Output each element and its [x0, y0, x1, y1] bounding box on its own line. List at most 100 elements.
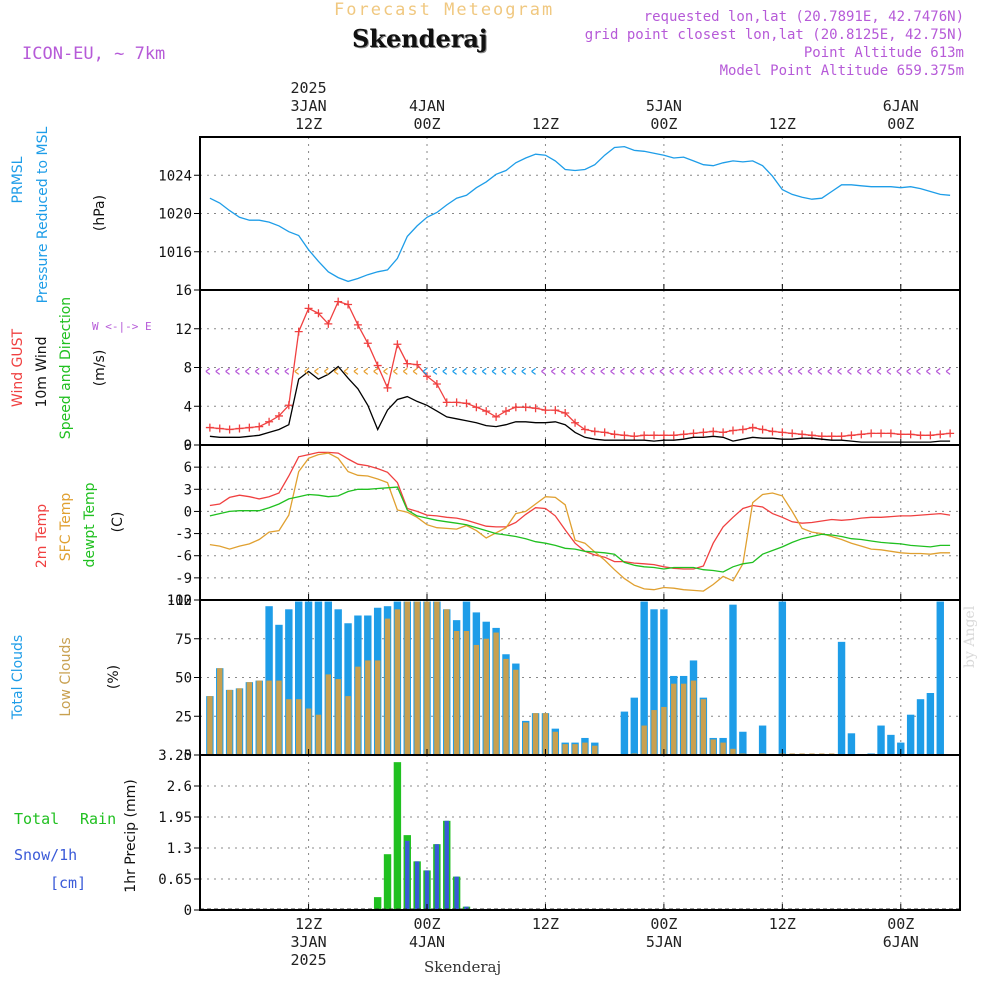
gust-point	[719, 428, 728, 437]
gust-point	[245, 423, 254, 432]
gust-point	[659, 431, 668, 440]
gust-point	[896, 430, 905, 439]
gust-point	[926, 431, 935, 440]
wind-direction-arrow	[787, 367, 793, 375]
gust-point	[561, 409, 570, 418]
gust-point	[669, 431, 678, 440]
wind-direction-arrow	[225, 367, 230, 375]
low-cloud-bar	[592, 745, 598, 755]
low-cloud-bar	[217, 668, 223, 755]
total-cloud-bar	[739, 731, 747, 755]
total-cloud-bar	[630, 697, 638, 755]
gust-point	[235, 424, 244, 433]
low-cloud-bar	[572, 744, 578, 755]
total-cloud-bar	[847, 733, 856, 755]
y-tick-label: 50	[175, 671, 192, 687]
snow-bar	[424, 870, 430, 910]
y-tick-label: 1024	[158, 168, 192, 184]
wind-direction-arrow	[560, 367, 566, 375]
wind-direction-arrow	[807, 367, 813, 375]
gust-point	[886, 429, 895, 438]
wind-direction-arrow	[659, 367, 665, 375]
wind-direction-arrow	[718, 367, 724, 375]
y-axis-label: 1hr Precip (mm)	[123, 779, 139, 892]
gust-point	[344, 300, 353, 309]
y-tick-label: -9	[175, 571, 192, 587]
low-cloud-bar	[552, 731, 559, 755]
gust-point	[452, 398, 461, 407]
total-cloud-bar	[295, 601, 303, 755]
wind-direction-arrow	[837, 367, 842, 375]
top-time-label: 4JAN	[409, 97, 445, 115]
y-axis-label: SFC Temp	[58, 493, 74, 562]
series-line	[209, 300, 951, 437]
y-tick-label: 3.25	[158, 748, 192, 764]
gust-point	[768, 427, 777, 436]
bottom-time-label: 4JAN	[409, 933, 445, 951]
low-cloud-bar	[710, 739, 716, 755]
gust-point	[867, 429, 876, 438]
snow-bar	[444, 820, 449, 910]
low-cloud-bar	[582, 742, 588, 755]
wind-direction-arrow	[590, 367, 596, 375]
top-time-label: 00Z	[887, 115, 914, 133]
wind-direction-arrow	[916, 367, 921, 375]
wind-direction-arrow	[304, 367, 309, 375]
gust-point	[531, 404, 540, 413]
low-cloud-bar	[690, 680, 697, 755]
wind-direction-arrow	[452, 367, 457, 375]
series-line	[209, 486, 951, 573]
y-axis-label: Low Clouds	[58, 637, 74, 716]
y-tick-label: 4	[184, 399, 192, 415]
gust-point	[482, 407, 491, 416]
y-axis-label: (%)	[106, 665, 122, 689]
wind-direction-arrow	[511, 367, 517, 375]
wind-direction-arrow	[797, 367, 803, 375]
gust-point	[324, 319, 333, 328]
total-cloud-bar	[778, 601, 787, 755]
low-cloud-bar	[483, 638, 489, 755]
requested-coords: requested lon,lat (20.7891E, 42.7476N)	[643, 9, 964, 25]
wind-direction-arrow	[412, 367, 418, 375]
gust-point	[571, 418, 580, 427]
top-time-label: 00Z	[413, 115, 440, 133]
bottom-time-label: 3JAN	[291, 933, 327, 951]
low-cloud-bar	[276, 680, 282, 755]
y-axis-label: Wind GUST	[10, 328, 26, 407]
gust-point	[709, 427, 718, 436]
wind-direction-arrow	[728, 367, 734, 375]
y-tick-label: 16	[175, 283, 192, 299]
low-cloud-bar	[315, 714, 322, 755]
wind-direction-arrow	[699, 367, 704, 375]
total-cloud-bar	[877, 725, 885, 755]
gust-point	[827, 432, 836, 441]
y-tick-label: -12	[167, 593, 192, 609]
gust-point	[847, 431, 856, 440]
gust-point	[432, 379, 441, 388]
wind-direction-arrow	[708, 367, 714, 375]
low-cloud-bar	[542, 713, 549, 755]
gust-point	[393, 340, 402, 349]
gust-point	[877, 429, 886, 438]
wind-direction-arrow	[244, 367, 250, 375]
wind-direction-arrow	[689, 367, 694, 375]
total-precip-bar	[393, 762, 402, 910]
wind-direction-arrow	[886, 367, 892, 375]
gust-point	[442, 398, 451, 407]
y-axis-label: Total Clouds	[10, 635, 26, 720]
low-cloud-bar	[562, 744, 568, 755]
wind-direction-arrow	[481, 367, 487, 375]
low-cloud-bar	[720, 742, 726, 755]
point-altitude: Point Altitude 613m	[803, 45, 964, 61]
wind-direction-arrow	[422, 367, 428, 375]
low-cloud-bar	[424, 601, 430, 755]
bottom-time-label: 00Z	[413, 915, 440, 933]
y-axis-label: 10m Wind	[34, 336, 50, 407]
y-tick-label: 6	[184, 460, 192, 476]
y-tick-label: 1020	[158, 207, 192, 223]
bottom-time-label: 12Z	[295, 915, 322, 933]
wind-direction-arrow	[531, 367, 536, 375]
gust-point	[679, 430, 688, 439]
y-tick-label: 100	[167, 593, 192, 609]
wind-direction-arrow	[856, 367, 862, 375]
